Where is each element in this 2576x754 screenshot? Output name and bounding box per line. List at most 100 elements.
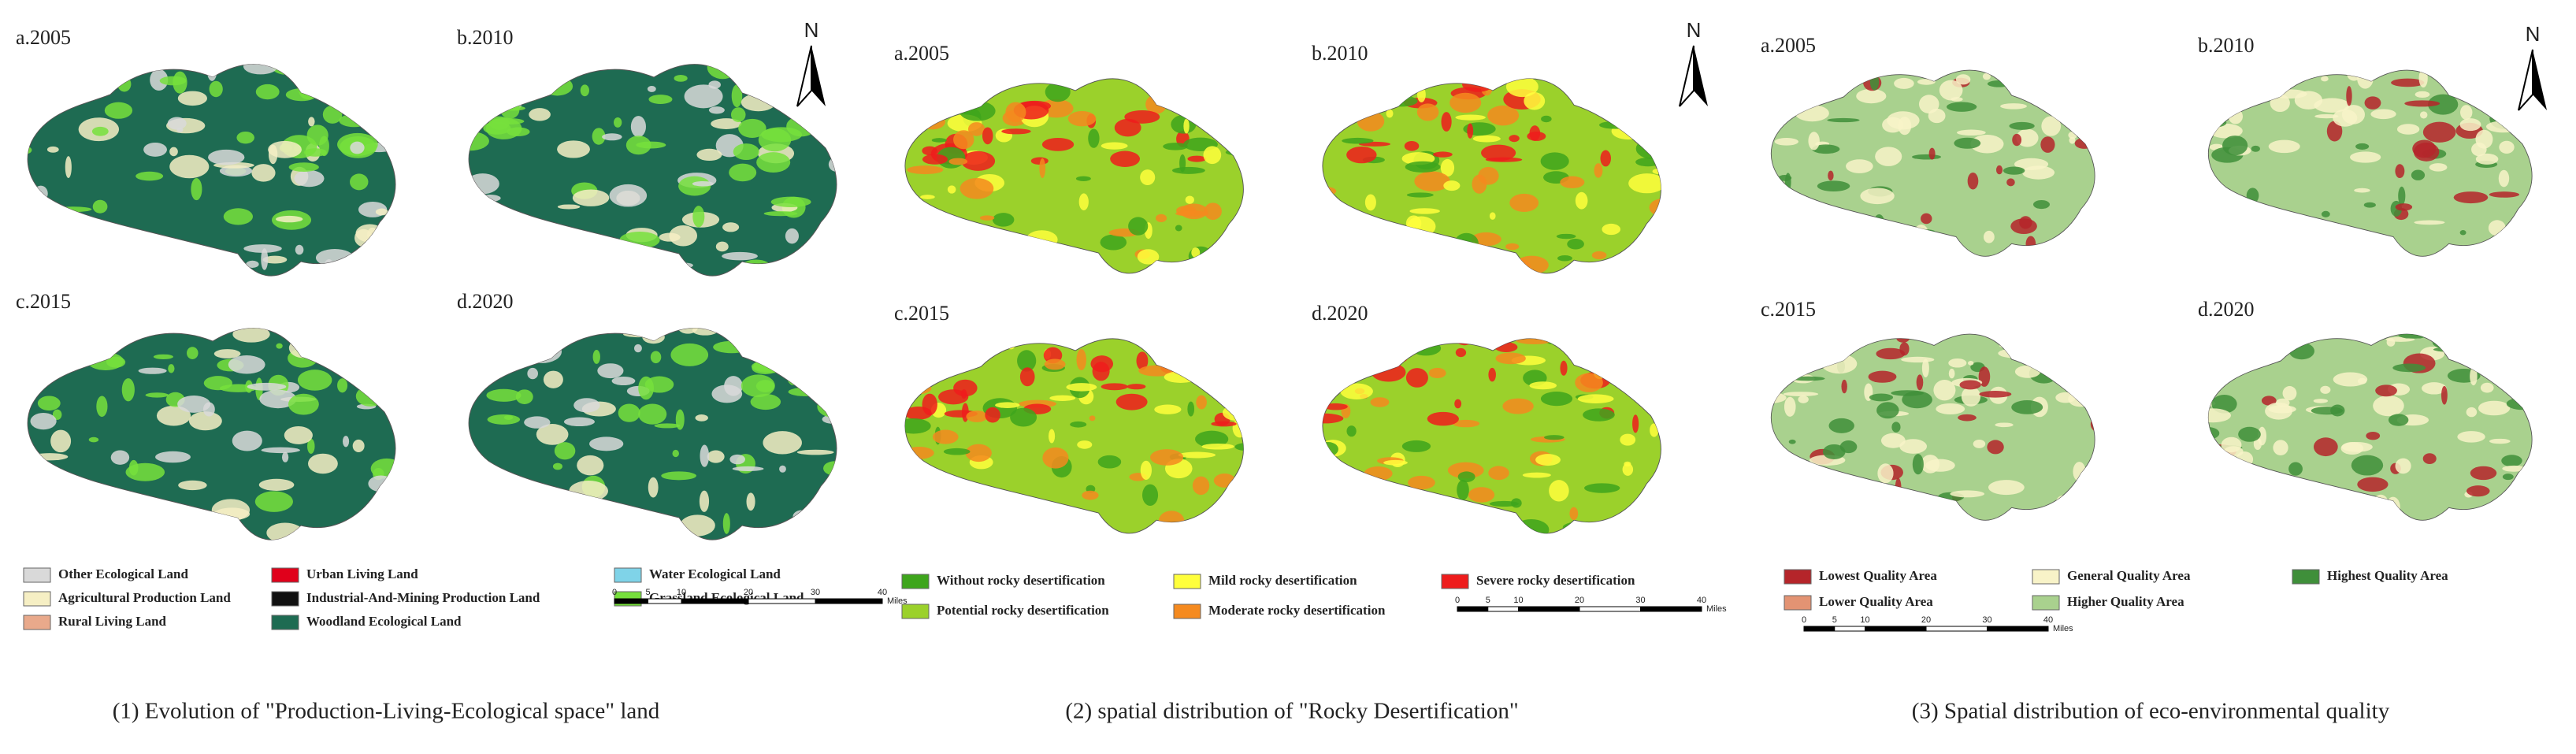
map-patch	[2501, 455, 2522, 467]
map-patch	[121, 378, 135, 402]
map-patch	[2314, 113, 2339, 119]
map-patch	[168, 364, 175, 373]
map-patch	[2351, 455, 2384, 476]
legend-swatch	[2032, 595, 2060, 611]
map-patch	[2441, 385, 2448, 405]
map-patch	[2313, 399, 2328, 403]
map-patch	[2288, 462, 2303, 476]
scale-tick-label: 40	[878, 588, 887, 597]
legend-swatch	[271, 591, 299, 607]
map-patch	[670, 343, 709, 366]
map-patch	[770, 196, 811, 207]
map-patch	[2422, 453, 2437, 465]
map-patch	[1441, 112, 1452, 132]
map-patch	[2459, 230, 2467, 236]
map-patch	[1877, 463, 1894, 484]
map-patch	[1364, 194, 1376, 211]
map-patch	[2414, 220, 2445, 225]
map-patch	[1505, 243, 1520, 251]
map-patch	[2502, 474, 2514, 481]
map-patch	[261, 447, 300, 454]
map-patch	[1323, 403, 1348, 410]
map-patch	[1543, 435, 1565, 440]
map-patch	[2341, 105, 2365, 124]
map-patch	[492, 117, 525, 125]
map-patch	[1101, 383, 1128, 391]
map-patch	[1155, 214, 1167, 222]
map-patch	[592, 128, 606, 145]
map-patch	[150, 69, 169, 91]
north-arrow	[2533, 50, 2547, 110]
map-patch	[2489, 438, 2511, 444]
map-patch	[661, 471, 696, 481]
map-patch	[261, 248, 269, 270]
map-patch	[1383, 459, 1408, 466]
map-patch	[1827, 117, 1860, 123]
map-patch	[1979, 391, 2012, 398]
legend-swatch	[901, 604, 930, 619]
map-patch	[738, 118, 766, 138]
map-patch	[243, 64, 278, 75]
map-patch	[1575, 191, 1588, 210]
map-patch	[1401, 440, 1431, 452]
map-patch	[785, 228, 799, 244]
map-patch	[1078, 193, 1089, 210]
map-patch	[2470, 466, 2497, 481]
map-patch	[630, 116, 647, 138]
map-patch	[1632, 414, 1639, 433]
map-patch	[1010, 407, 1037, 427]
map-patch	[223, 208, 253, 225]
map-patch	[557, 140, 590, 158]
map-patch	[1828, 170, 1834, 181]
map-patch	[692, 328, 718, 336]
map-patch	[255, 84, 280, 100]
map-label: a.2005	[894, 42, 949, 65]
map-patch	[1973, 439, 1986, 448]
map-patch	[750, 394, 781, 410]
map-patch	[1524, 91, 1546, 110]
legend-swatch	[1173, 574, 1201, 589]
map-patch	[1428, 367, 1446, 379]
map-patch	[1067, 111, 1097, 127]
map-patch	[1183, 118, 1190, 134]
map-patch	[2470, 366, 2478, 386]
map-patch	[1471, 232, 1501, 247]
map-patch	[2370, 109, 2396, 120]
map-patch	[258, 478, 295, 492]
map-patch	[2375, 384, 2397, 397]
map-patch	[920, 195, 935, 199]
map-patch	[796, 449, 834, 455]
scale-segment	[1987, 626, 2049, 632]
map-patch	[297, 370, 332, 391]
legend-swatch	[23, 567, 51, 583]
scale-segment	[1487, 606, 1519, 612]
map-patch	[943, 448, 971, 455]
map-patch	[1340, 383, 1373, 399]
scale-segment	[1579, 606, 1641, 612]
scale-tick-label: 20	[1575, 596, 1584, 605]
map-patch	[1502, 398, 1534, 414]
map-patch	[96, 396, 108, 418]
map-patch	[707, 450, 725, 463]
legend-swatch	[23, 615, 51, 630]
map-patch	[243, 244, 282, 253]
map-patch	[1921, 213, 1932, 225]
map-patch	[2350, 151, 2381, 163]
map-patch	[307, 438, 315, 454]
map-patch	[1416, 103, 1439, 121]
map-patch	[1995, 422, 2014, 428]
map-patch	[1535, 454, 1561, 466]
map-patch	[1454, 399, 1462, 409]
map-patch	[1092, 362, 1110, 381]
legend-label: Potential rocky desertification	[937, 603, 1109, 618]
map-patch	[1894, 77, 1914, 89]
map-patch	[515, 389, 533, 404]
map-patch	[1077, 440, 1093, 449]
map-patch	[1467, 123, 1474, 139]
map-patch	[1509, 135, 1520, 143]
map-patch	[1066, 383, 1097, 392]
map-patch	[1405, 368, 1428, 388]
map-patch	[961, 150, 996, 171]
map-patch	[1784, 396, 1796, 417]
map-patch	[2471, 142, 2487, 157]
